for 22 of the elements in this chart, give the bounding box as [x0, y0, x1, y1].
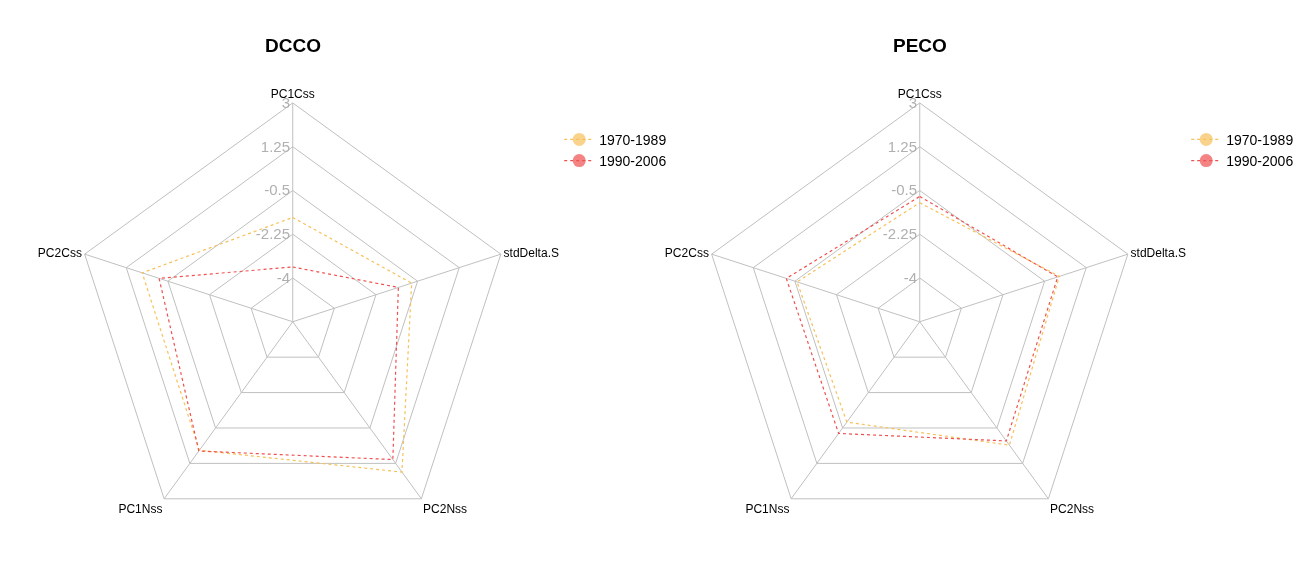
y-tick-label: -2.25 — [255, 225, 290, 243]
y-tick-label: -4 — [276, 268, 290, 286]
y-tick-label: 1.25 — [887, 137, 917, 155]
spoke-label: PC1Nss — [745, 502, 790, 517]
y-tick-label: -0.5 — [264, 181, 290, 199]
y-tick-label: 1.25 — [260, 137, 290, 155]
chart-title: DCCO — [265, 35, 321, 56]
legend-label: 1970-1989 — [1226, 131, 1294, 148]
legend-label: 1970-1989 — [599, 131, 667, 148]
spoke-label: PC2Nss — [1050, 502, 1095, 517]
chart-title: PECO — [893, 35, 947, 56]
y-tick-label: -2.25 — [882, 225, 917, 243]
spoke-label: PC1Nss — [118, 502, 163, 517]
spoke-label: stdDelta.S — [503, 245, 559, 260]
y-tick-label: -4 — [903, 268, 917, 286]
spoke-label: PC2Css — [37, 245, 82, 260]
spoke-label: PC2Css — [664, 245, 709, 260]
legend-label: 1990-2006 — [1226, 153, 1294, 170]
spoke-label: PC2Nss — [423, 502, 468, 517]
spoke-label: stdDelta.S — [1130, 245, 1186, 260]
y-tick-label: -0.5 — [891, 181, 917, 199]
legend-label: 1990-2006 — [599, 153, 667, 170]
